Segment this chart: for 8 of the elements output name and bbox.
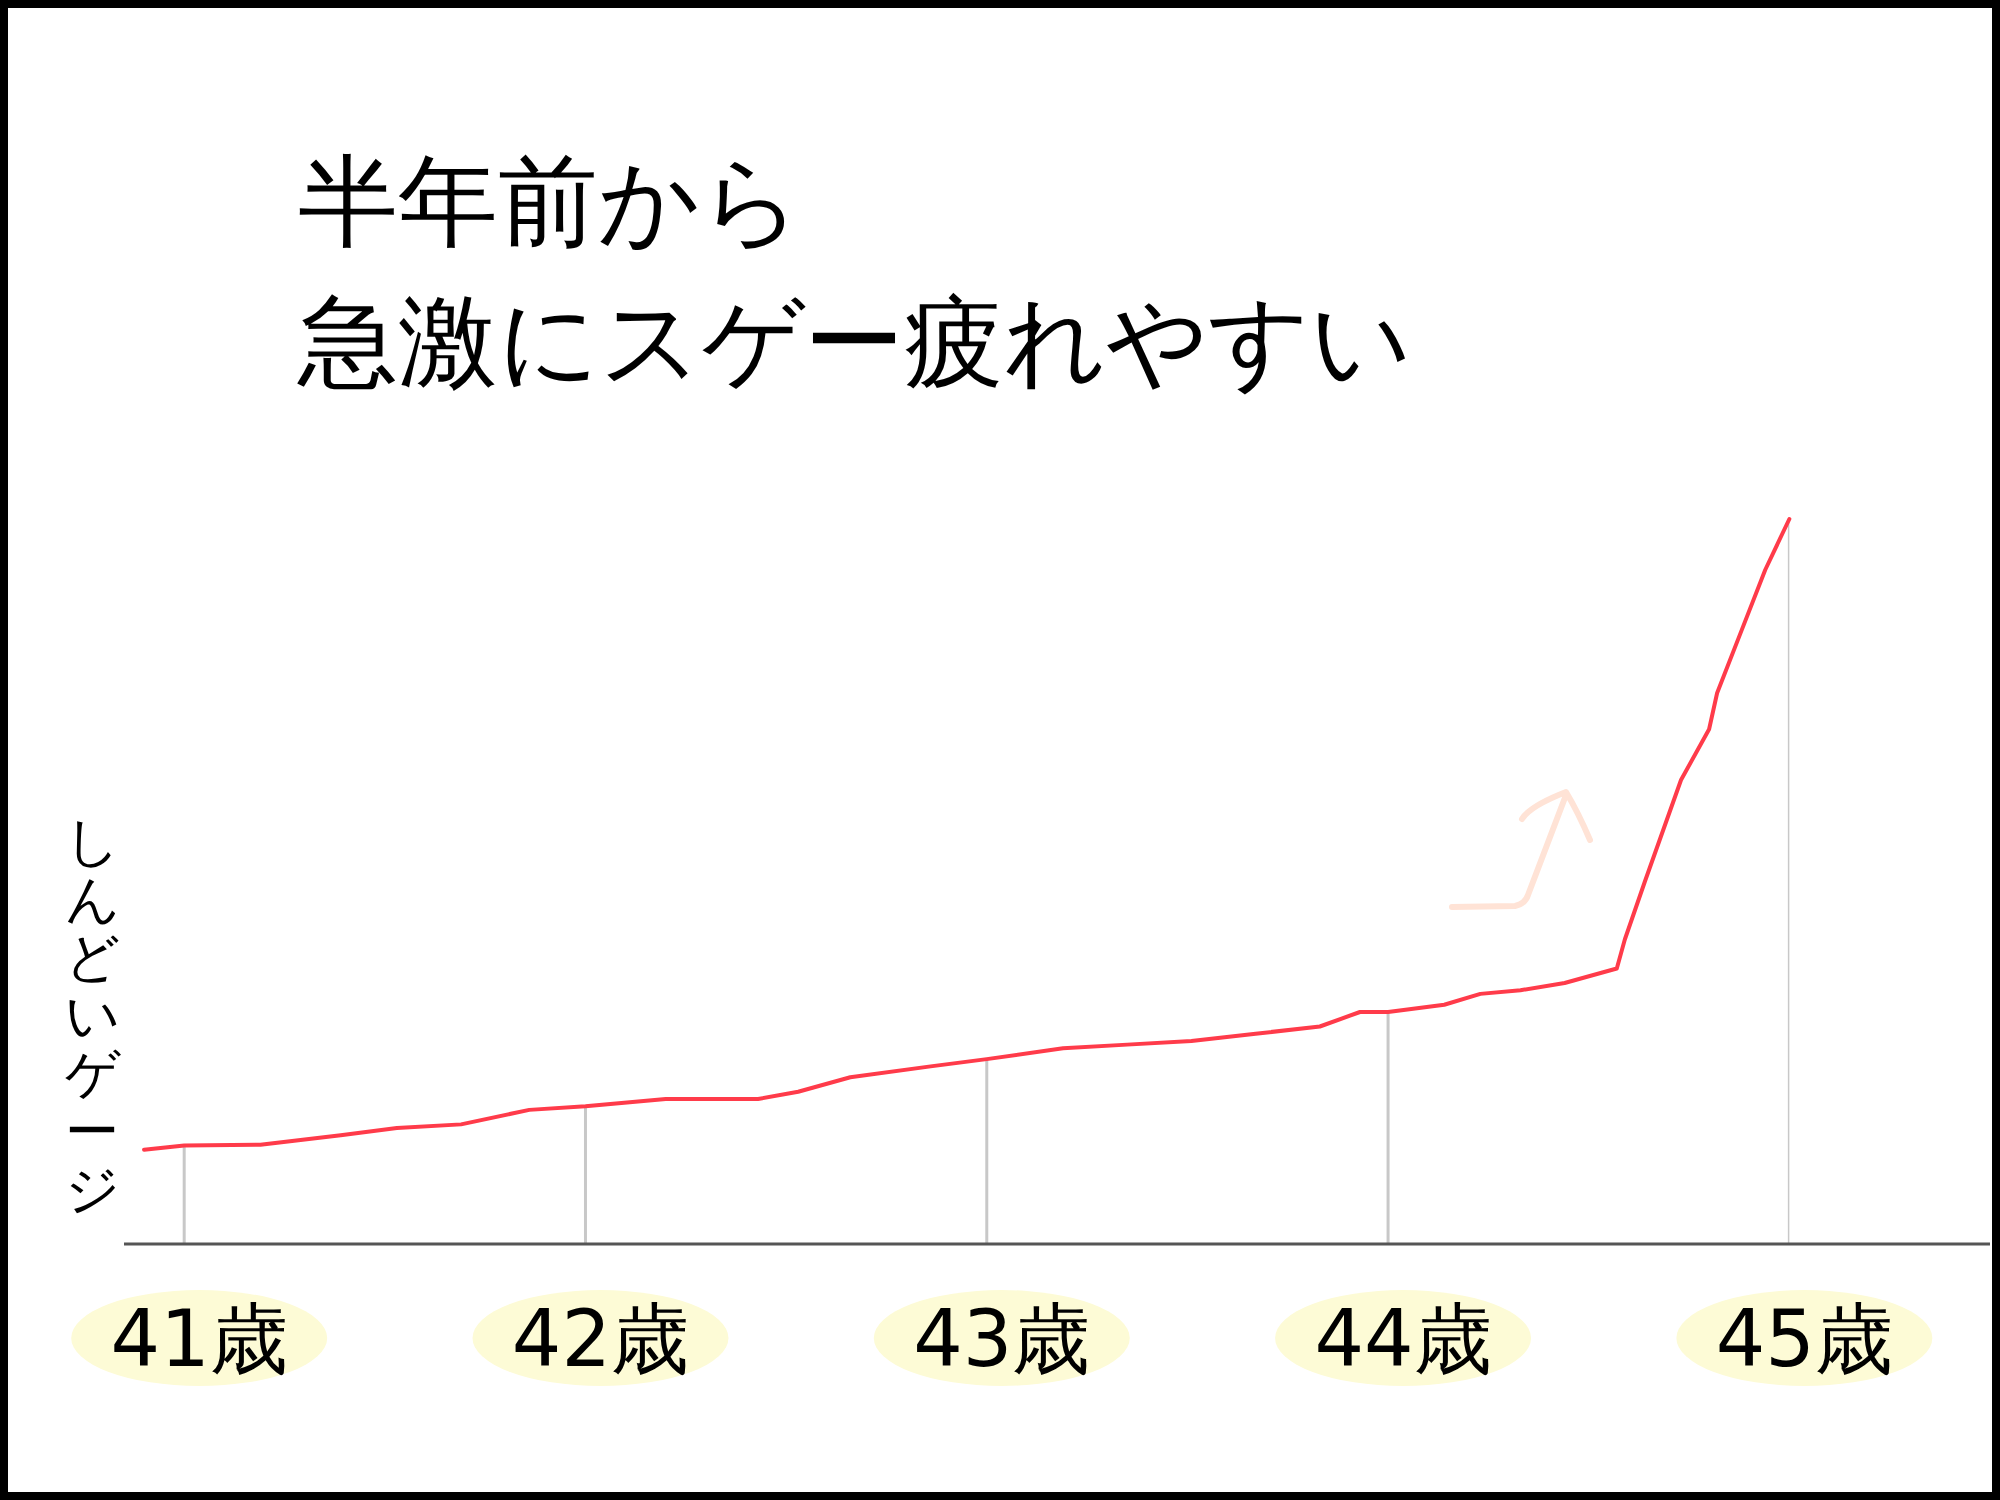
x-tick-label: 43歳 bbox=[913, 1294, 1091, 1384]
x-tick-label: 42歳 bbox=[511, 1294, 690, 1384]
x-tick-label: 45歳 bbox=[1715, 1294, 1893, 1384]
x-tick-label: 44歳 bbox=[1314, 1294, 1492, 1384]
chart-title: 半年前から bbox=[298, 143, 802, 260]
chart-subtitle: 急激にスゲー疲れやすい bbox=[297, 283, 1412, 400]
x-tick-label: 41歳 bbox=[110, 1294, 288, 1384]
y-axis-title: しんどいゲージ bbox=[64, 810, 121, 1221]
